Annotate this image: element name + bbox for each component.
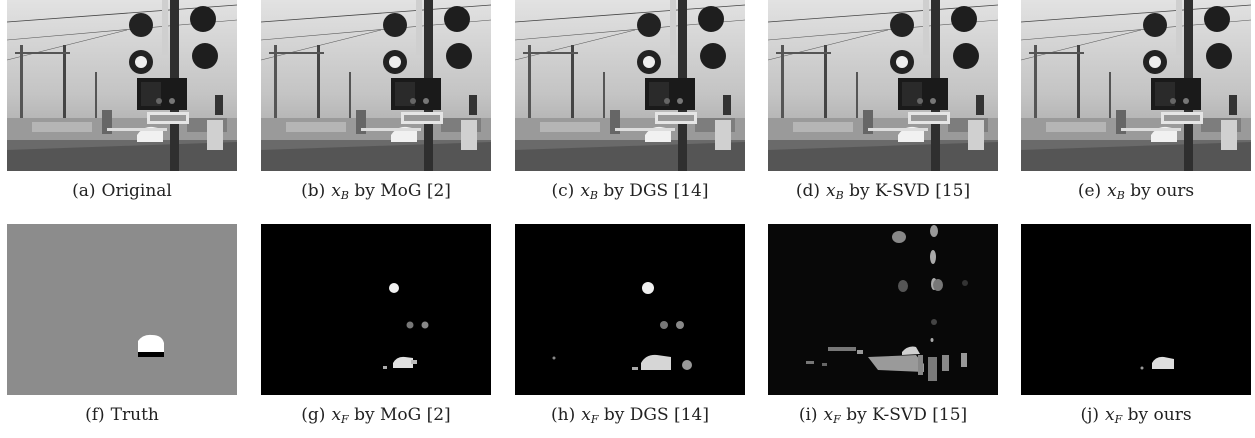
caption-j: (j) xF by ours <box>1021 405 1251 426</box>
caption-f-text: Truth <box>110 405 159 425</box>
caption-c-sub: B <box>589 189 599 202</box>
caption-f: (f) Truth <box>7 405 237 425</box>
panel-c: (c) xB by DGS [14] <box>515 0 745 202</box>
caption-i-var: x <box>823 405 834 425</box>
panel-g: (g) xF by MoG [2] <box>261 224 491 426</box>
caption-g: (g) xF by MoG [2] <box>261 405 491 426</box>
panel-f: (f) Truth <box>7 224 237 425</box>
caption-d-sub: B <box>835 189 844 202</box>
scene-image-mog-background <box>261 0 491 171</box>
caption-h-label: (h) <box>551 405 576 425</box>
caption-h-text: by DGS [14] <box>603 405 709 425</box>
caption-c-label: (c) <box>551 181 575 201</box>
caption-j-label: (j) <box>1080 405 1099 425</box>
caption-d: (d) xB by K-SVD [15] <box>768 181 998 202</box>
panel-j: (j) xF by ours <box>1021 224 1251 426</box>
ksvd-foreground-mask <box>768 224 998 395</box>
caption-d-text: by K-SVD [15] <box>849 181 971 201</box>
caption-g-text: by MoG [2] <box>354 405 451 425</box>
caption-g-sub: F <box>341 413 349 426</box>
panel-d: (d) xB by K-SVD [15] <box>768 0 998 202</box>
scene-image-dgs-background <box>515 0 745 171</box>
caption-a-label: (a) <box>72 181 96 201</box>
caption-e: (e) xB by ours <box>1021 181 1251 202</box>
caption-j-text: by ours <box>1127 405 1192 425</box>
caption-j-sub: F <box>1114 413 1123 426</box>
mog-foreground-mask <box>261 224 491 395</box>
panel-i: (i) xF by K-SVD [15] <box>768 224 998 426</box>
caption-h-sub: F <box>590 413 599 426</box>
caption-e-text: by ours <box>1130 181 1195 201</box>
caption-e-sub: B <box>1116 189 1125 202</box>
truth-mask-image <box>7 224 237 395</box>
caption-b-text: by MoG [2] <box>354 181 451 201</box>
caption-b: (b) xB by MoG [2] <box>261 181 491 202</box>
panel-b: (b) xB by MoG [2] <box>261 0 491 202</box>
caption-c: (c) xB by DGS [14] <box>515 181 745 202</box>
caption-b-label: (b) <box>301 181 326 201</box>
caption-j-var: x <box>1104 405 1115 425</box>
caption-h-var: x <box>581 405 591 425</box>
caption-i: (i) xF by K-SVD [15] <box>768 405 998 426</box>
caption-c-var: x <box>580 181 590 201</box>
caption-g-label: (g) <box>301 405 326 425</box>
caption-b-var: x <box>331 181 341 201</box>
caption-i-text: by K-SVD [15] <box>846 405 968 425</box>
caption-e-var: x <box>1107 181 1117 201</box>
dgs-foreground-mask <box>515 224 745 395</box>
caption-g-var: x <box>331 405 342 425</box>
panel-h: (h) xF by DGS [14] <box>515 224 745 426</box>
panel-a: (a) Original <box>7 0 237 201</box>
caption-d-label: (d) <box>795 181 821 201</box>
scene-image-original <box>7 0 237 171</box>
caption-b-sub: B <box>340 189 349 202</box>
ours-foreground-mask <box>1021 224 1251 395</box>
scene-image-ksvd-background <box>768 0 998 171</box>
caption-e-label: (e) <box>1077 181 1102 201</box>
caption-i-sub: F <box>833 413 841 426</box>
caption-d-var: x <box>826 181 836 201</box>
caption-h: (h) xF by DGS [14] <box>515 405 745 426</box>
caption-f-label: (f) <box>85 405 105 425</box>
scene-image-ours-background <box>1021 0 1251 171</box>
caption-c-text: by DGS [14] <box>603 181 709 201</box>
caption-i-label: (i) <box>798 405 818 425</box>
panel-e: (e) xB by ours <box>1021 0 1251 202</box>
caption-a-text: Original <box>101 181 172 201</box>
caption-a: (a) Original <box>7 181 237 201</box>
